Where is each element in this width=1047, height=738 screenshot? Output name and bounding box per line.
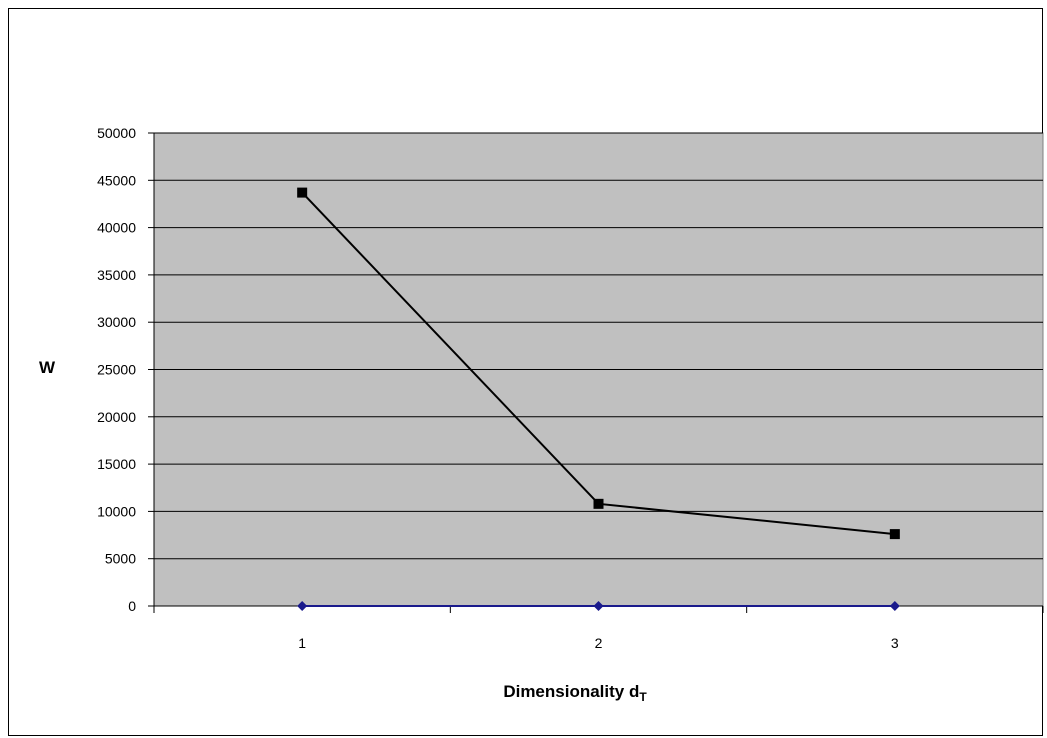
data-point-square — [297, 187, 308, 198]
x-axis: 1 2 3 — [153, 605, 1044, 651]
data-point-diamond — [297, 601, 308, 611]
x-tick-label: 3 — [891, 635, 899, 651]
y-tick-label: 40000 — [97, 220, 136, 236]
data-point-diamond — [593, 601, 604, 611]
y-tick-label: 35000 — [97, 267, 136, 283]
y-tick-label: 15000 — [97, 456, 136, 472]
x-axis-label-main: Dimensionality d — [503, 682, 639, 701]
y-tick-label: 30000 — [97, 314, 136, 330]
y-tick-label: 10000 — [97, 503, 136, 519]
y-tick-label: 0 — [128, 598, 136, 614]
x-tick-label: 2 — [595, 635, 603, 651]
x-tick-label: 1 — [298, 635, 306, 651]
data-point-square — [593, 498, 604, 509]
y-tick-label: 20000 — [97, 409, 136, 425]
y-tick-label: 45000 — [97, 172, 136, 188]
data-point-diamond — [889, 601, 900, 611]
y-axis-label: W — [39, 358, 56, 377]
x-axis-label: Dimensionality dT — [503, 682, 647, 704]
data-point-square — [889, 529, 900, 540]
gridlines — [154, 132, 1043, 560]
x-axis-label-subscript: T — [639, 690, 647, 704]
series-group — [297, 187, 900, 611]
y-tick-label: 50000 — [97, 125, 136, 141]
y-axis: 0 5000 10000 15000 20000 25000 30000 35000 40000… — [97, 125, 155, 614]
y-tick-label: 5000 — [105, 551, 136, 567]
y-tick-label: 25000 — [97, 362, 136, 378]
